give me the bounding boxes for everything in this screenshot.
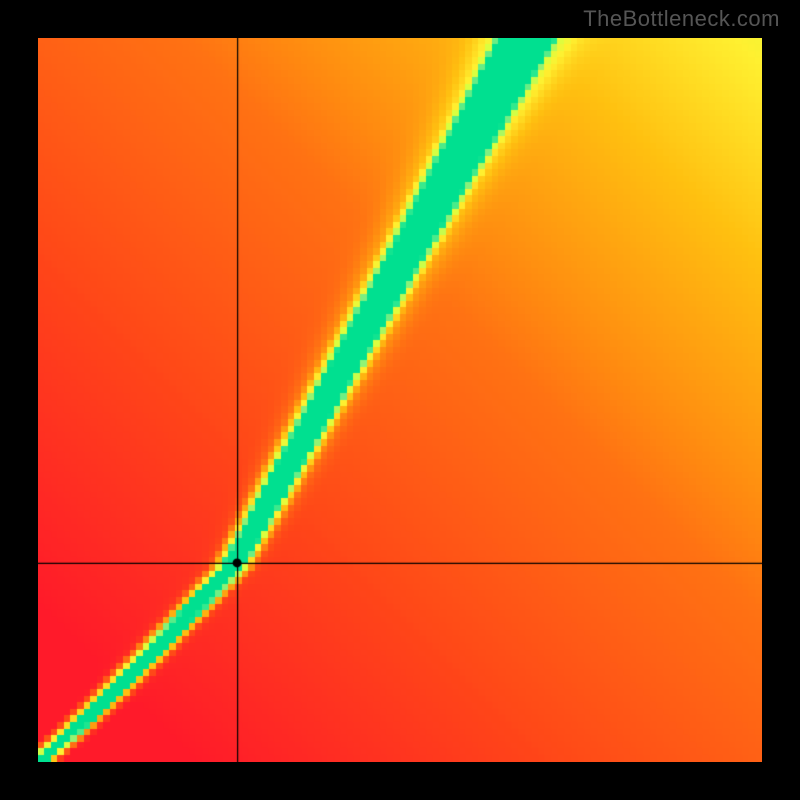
- bottleneck-heatmap: [38, 38, 762, 762]
- watermark-text: TheBottleneck.com: [583, 6, 780, 32]
- chart-container: TheBottleneck.com: [0, 0, 800, 800]
